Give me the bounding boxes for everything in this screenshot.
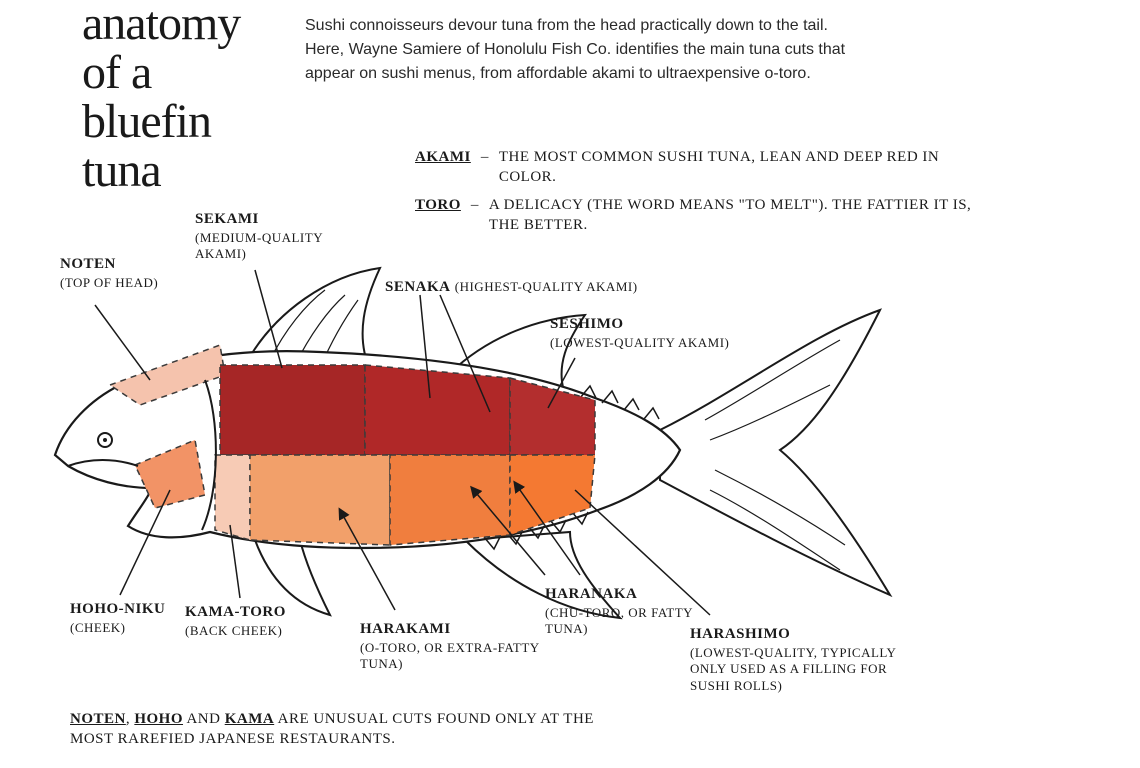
label-seshimo: SESHIMO (LOWEST-QUALITY AKAMI) <box>550 315 730 351</box>
label-noten: NOTEN (TOP OF HEAD) <box>60 255 170 291</box>
def-text: THE MOST COMMON SUSHI TUNA, LEAN AND DEE… <box>499 148 985 187</box>
region-kama <box>215 455 250 540</box>
def-text: A DELICACY (THE WORD MEANS "TO MELT"). T… <box>489 196 995 235</box>
label-senaka: SENAKA (HIGHEST-QUALITY AKAMI) <box>385 278 705 298</box>
region-harakami <box>250 455 390 545</box>
tuna-diagram <box>20 240 920 660</box>
label-sekami: SEKAMI (MEDIUM-QUALITY AKAMI) <box>195 210 365 263</box>
label-harashimo: HARASHIMO (LOWEST-QUALITY, TYPICALLY ONL… <box>690 625 910 695</box>
region-haranaka <box>390 455 510 545</box>
label-harakami: HARAKAMI (O-TORO, OR EXTRA-FATTY TUNA) <box>360 620 560 673</box>
bottom-note: NOTEN, HOHO AND KAMA ARE UNUSUAL CUTS FO… <box>70 710 630 749</box>
intro-paragraph: Sushi connoisseurs devour tuna from the … <box>305 14 865 86</box>
label-kama: KAMA-TORO (BACK CHEEK) <box>185 603 335 639</box>
definition-toro: TORO – A DELICACY (THE WORD MEANS "TO ME… <box>415 196 995 235</box>
region-sekami <box>220 365 365 455</box>
tail-fin <box>660 310 890 595</box>
definition-akami: AKAMI – THE MOST COMMON SUSHI TUNA, LEAN… <box>415 148 985 187</box>
def-term: TORO <box>415 196 461 235</box>
region-seshimo <box>510 378 595 455</box>
label-hoho: HOHO-NIKU (CHEEK) <box>70 600 190 636</box>
region-senaka <box>365 365 510 455</box>
page-title: anatomy of a bluefin tuna <box>82 0 240 196</box>
def-term: AKAMI <box>415 148 471 187</box>
